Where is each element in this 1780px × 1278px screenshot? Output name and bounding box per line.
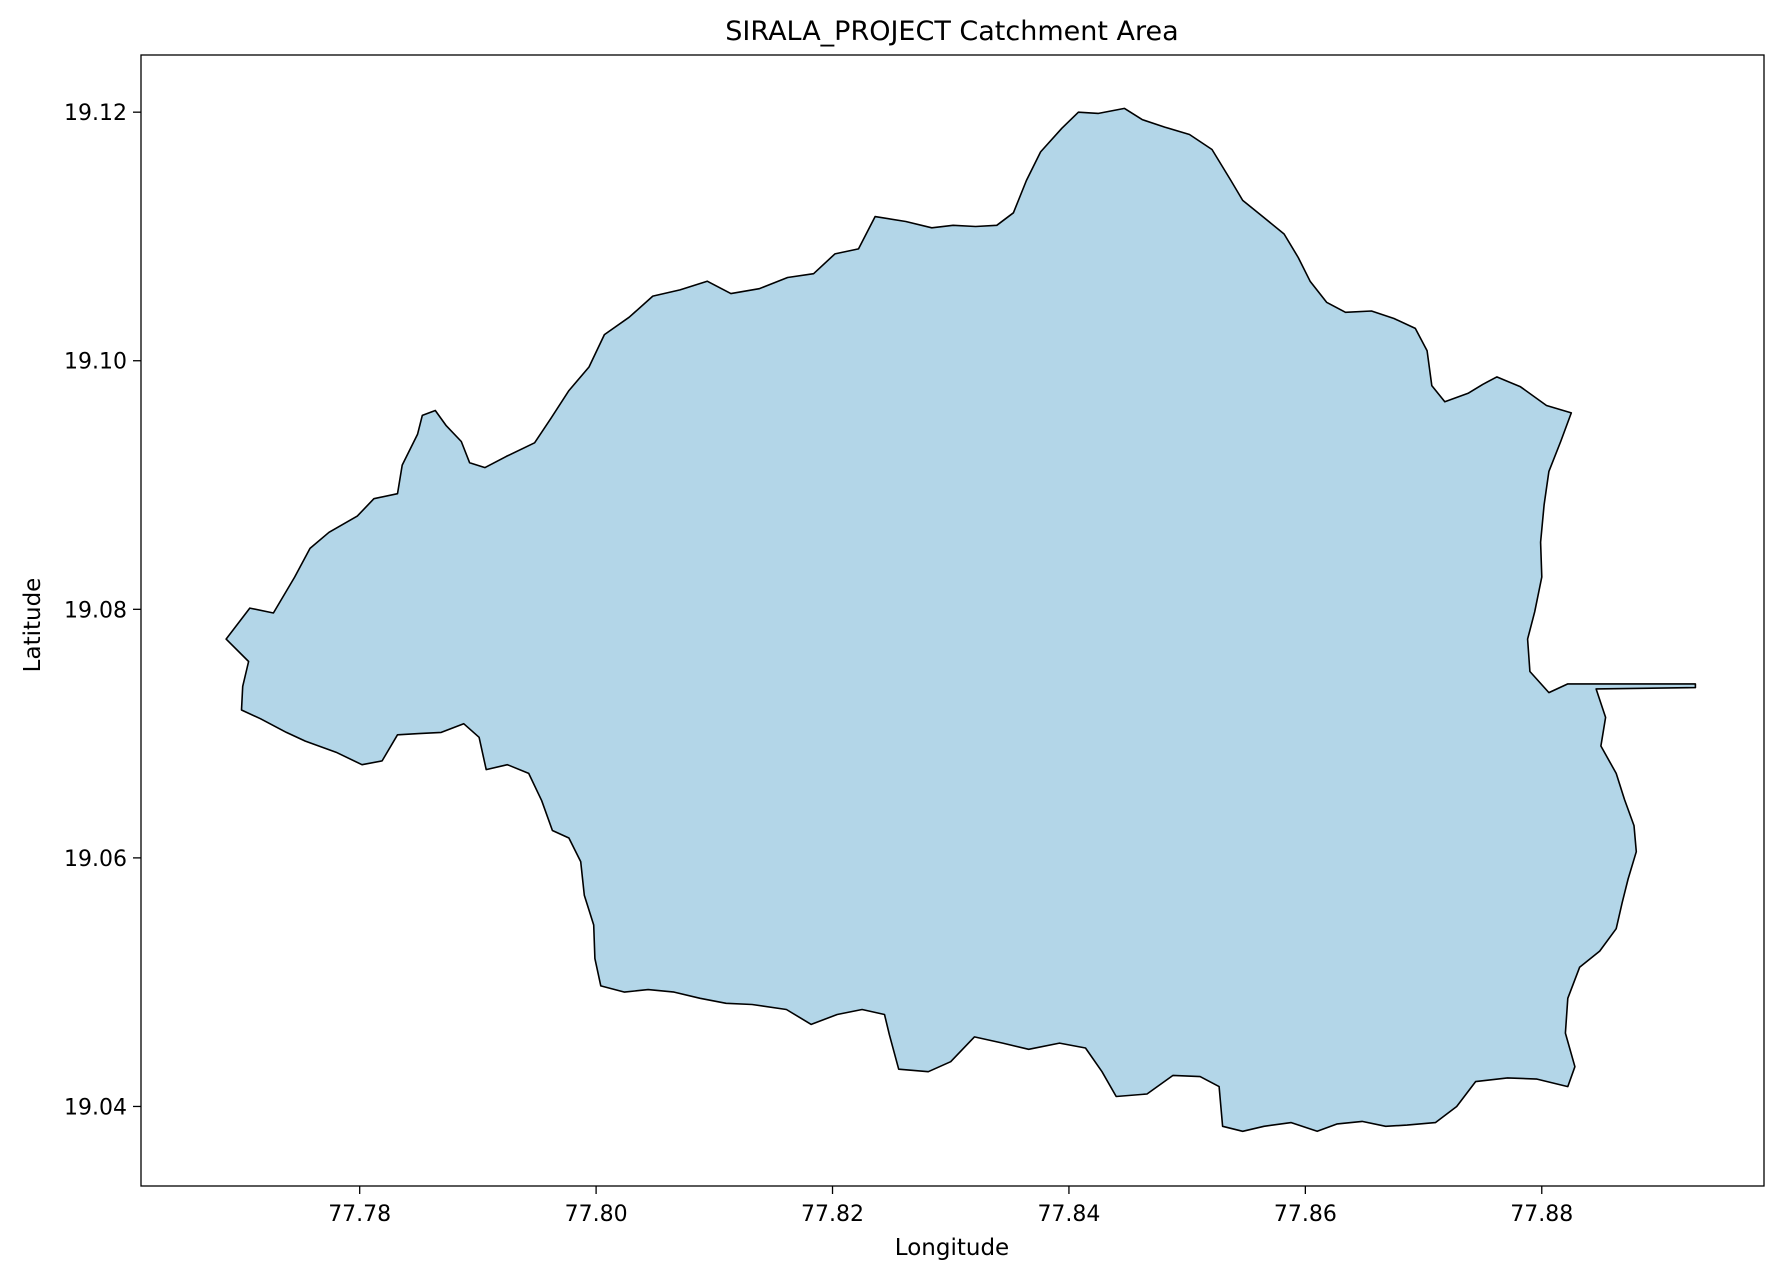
x-tick-label: 77.86: [1274, 1202, 1337, 1227]
y-tick-label: 19.12: [64, 101, 127, 126]
y-axis-label: Latitude: [20, 578, 46, 673]
axes-frame: [140, 54, 1765, 1187]
map-title: SIRALA_PROJECT Catchment Area: [725, 16, 1178, 47]
x-tick-label: 77.88: [1510, 1202, 1573, 1227]
y-axis: 19.04 19.06 19.08 19.10 19.12: [64, 101, 141, 1120]
y-tick-label: 19.10: [64, 350, 127, 375]
plot-area: 77.78 77.80 77.82 77.84 77.86 77.88 19.0419.0…: [64, 54, 1765, 1227]
y-tick-label: 19.06: [64, 847, 127, 872]
x-axis-label: Longitude: [895, 1235, 1009, 1261]
x-tick-label: 77.84: [1037, 1202, 1100, 1227]
y-tick-label: 19.08: [64, 598, 127, 623]
x-tick-label: 77.82: [801, 1202, 864, 1227]
x-axis: 77.78 77.80 77.82 77.84 77.86 77.88: [328, 1186, 1573, 1227]
catchment-polygon: [225, 107, 1697, 1133]
x-tick-label: 77.80: [565, 1202, 628, 1227]
x-tick-label: 77.78: [328, 1202, 391, 1227]
y-tick-label: 19.04: [64, 1095, 127, 1120]
